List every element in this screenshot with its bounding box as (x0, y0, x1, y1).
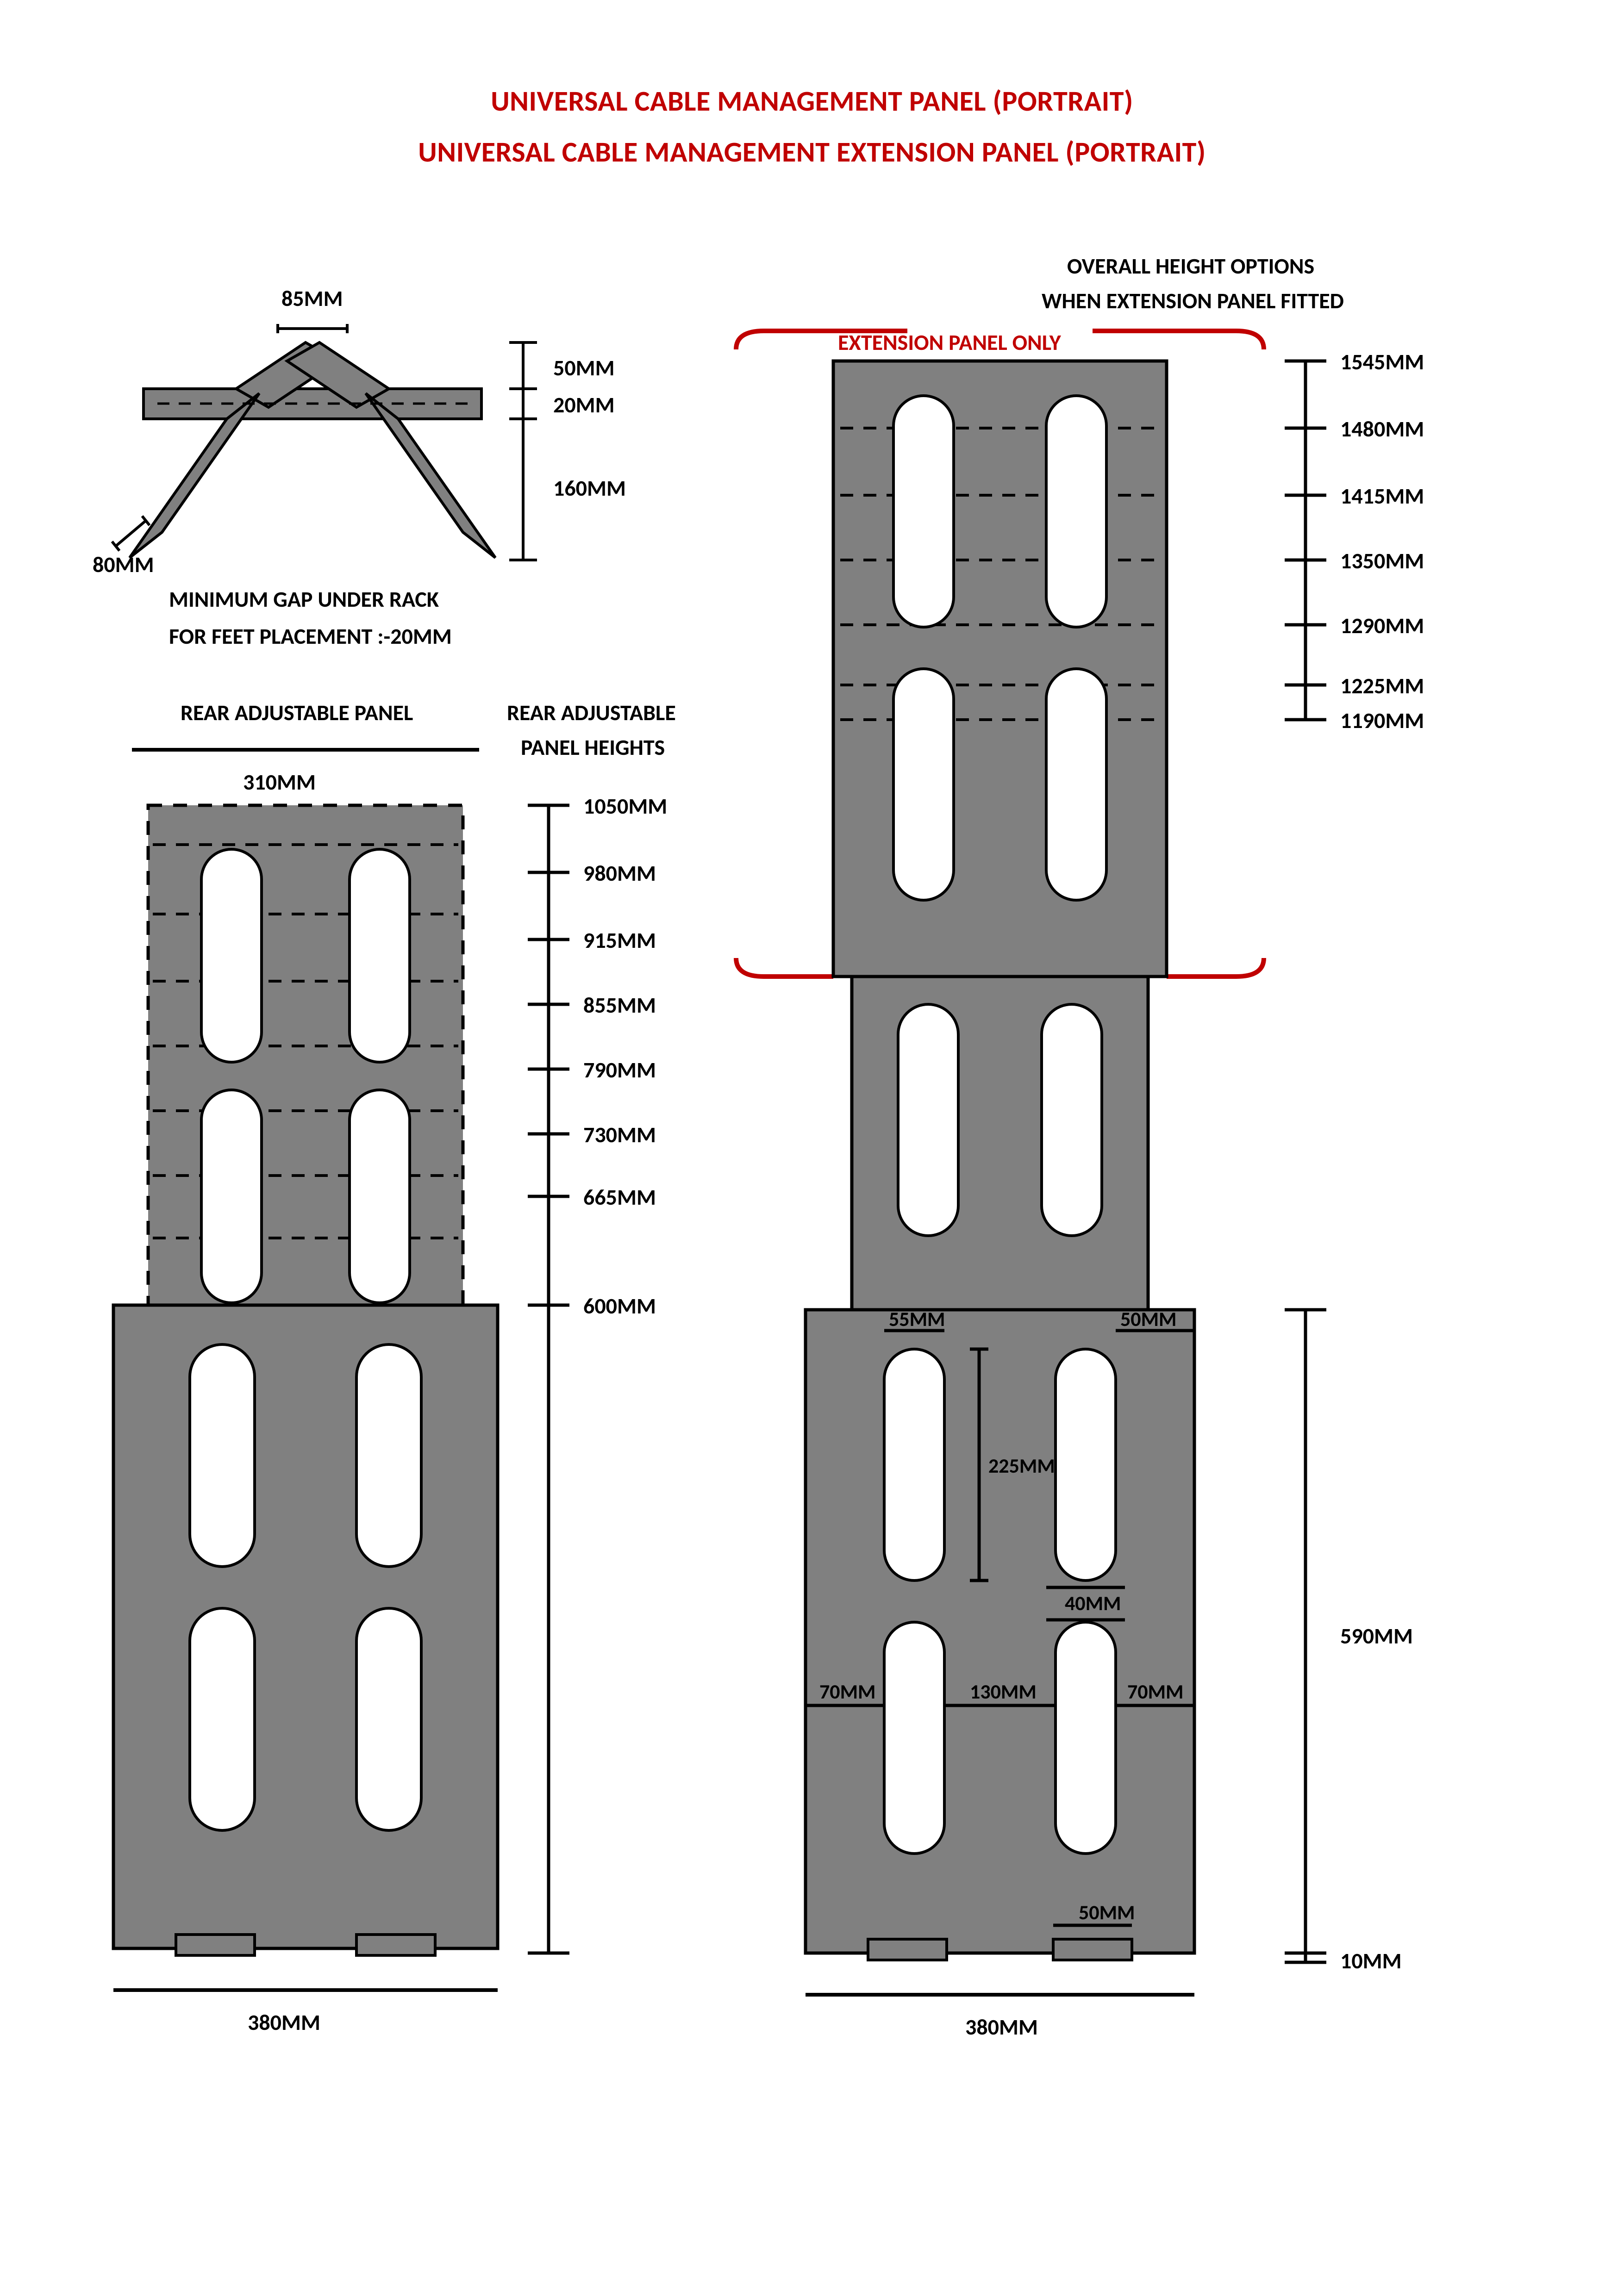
right-panel-diagram (722, 324, 1380, 2064)
rh-0: 1050MM (583, 792, 667, 820)
side-view-diagram (83, 301, 708, 579)
side-view-160mm: 160MM (553, 474, 626, 502)
oh-0: 1545MM (1340, 348, 1424, 375)
overall-h1: OVERALL HEIGHT OPTIONS (1067, 252, 1314, 280)
oh-5: 1225MM (1340, 672, 1424, 699)
side-view-80mm: 80MM (93, 551, 154, 578)
dim-70mm-r: 70MM (1127, 1679, 1184, 1704)
right-380mm: 380MM (965, 2013, 1038, 2041)
dim-70mm-l: 70MM (819, 1679, 876, 1704)
side-view-50mm: 50MM (553, 354, 615, 381)
oh-4: 1290MM (1340, 612, 1424, 639)
rear-heights-h1: REAR ADJUSTABLE (507, 699, 676, 726)
dim-40mm: 40MM (1065, 1591, 1121, 1616)
left-panel-diagram (88, 731, 523, 2064)
oh-2: 1415MM (1340, 482, 1424, 510)
oh-1: 1480MM (1340, 415, 1424, 442)
rh-4: 790MM (583, 1056, 656, 1083)
rh-3: 855MM (583, 991, 656, 1019)
dim-55mm: 55MM (889, 1307, 945, 1332)
side-view-note-2: FOR FEET PLACEMENT :-20MM (169, 622, 452, 650)
side-view-note-1: MINIMUM GAP UNDER RACK (169, 585, 439, 613)
dim-10mm: 10MM (1340, 1947, 1402, 1974)
rh-7: 600MM (583, 1292, 656, 1319)
side-view-20mm: 20MM (553, 391, 615, 418)
rh-2: 915MM (583, 927, 656, 954)
oh-3: 1350MM (1340, 547, 1424, 574)
dim-50mm-top: 50MM (1120, 1307, 1177, 1332)
left-310mm: 310MM (243, 768, 316, 796)
title-line-2: UNIVERSAL CABLE MANAGEMENT EXTENSION PAN… (0, 134, 1624, 169)
rear-heights-h2: PANEL HEIGHTS (521, 734, 665, 761)
dim-225mm: 225MM (988, 1453, 1055, 1478)
overall-h2: WHEN EXTENSION PANEL FITTED (1042, 287, 1344, 314)
left-380mm: 380MM (248, 2009, 320, 2036)
dim-50mm-foot: 50MM (1079, 1900, 1135, 1925)
rh-6: 665MM (583, 1183, 656, 1211)
rh-1: 980MM (583, 859, 656, 887)
left-panel-heading: REAR ADJUSTABLE PANEL (181, 699, 413, 726)
side-view-85mm: 85MM (281, 285, 343, 312)
title-line-1: UNIVERSAL CABLE MANAGEMENT PANEL (PORTRA… (0, 83, 1624, 118)
rear-height-scale (516, 782, 609, 1972)
rh-5: 730MM (583, 1121, 656, 1148)
dim-590mm: 590MM (1340, 1622, 1413, 1649)
dim-130mm: 130MM (970, 1679, 1037, 1704)
oh-6: 1190MM (1340, 707, 1424, 734)
